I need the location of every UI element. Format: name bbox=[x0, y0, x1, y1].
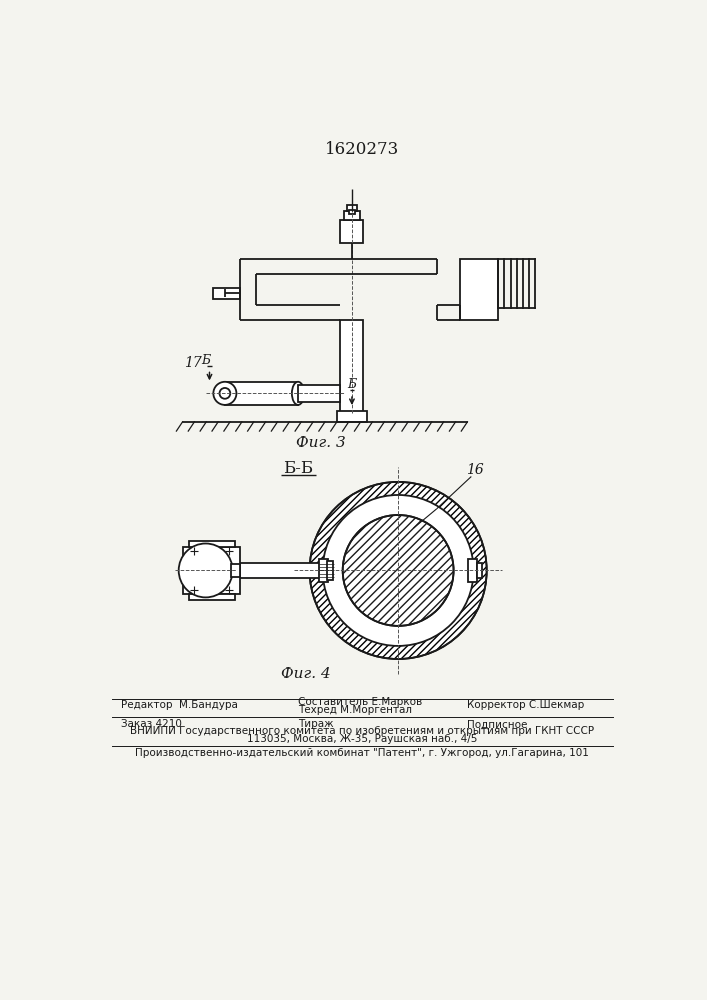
Ellipse shape bbox=[219, 388, 230, 399]
Text: Техред М.Моргентал: Техред М.Моргентал bbox=[298, 705, 412, 715]
Bar bbox=[460, 259, 498, 320]
Text: Тираж: Тираж bbox=[298, 719, 334, 729]
Text: Б: Б bbox=[347, 378, 356, 391]
Bar bbox=[240, 563, 327, 578]
Text: Б: Б bbox=[201, 354, 210, 367]
Bar bbox=[340, 320, 363, 413]
Text: Корректор С.Шекмар: Корректор С.Шекмар bbox=[467, 700, 585, 710]
Bar bbox=[231, 564, 240, 577]
Text: Фиг. 3: Фиг. 3 bbox=[296, 436, 346, 450]
Bar bbox=[225, 382, 298, 405]
Bar bbox=[189, 541, 235, 547]
Text: Б-Б: Б-Б bbox=[283, 460, 313, 477]
Text: 16: 16 bbox=[467, 463, 484, 477]
Bar bbox=[214, 288, 240, 299]
Text: Производственно-издательский комбинат "Патент", г. Ужгород, ул.Гагарина, 101: Производственно-издательский комбинат "П… bbox=[135, 748, 589, 758]
Circle shape bbox=[322, 495, 474, 646]
Text: Редактор  М.Бандура: Редактор М.Бандура bbox=[121, 700, 238, 710]
Text: Заказ 4210: Заказ 4210 bbox=[121, 719, 182, 729]
Bar bbox=[319, 559, 328, 582]
Text: 1620273: 1620273 bbox=[325, 141, 399, 158]
Bar bbox=[340, 220, 363, 243]
Circle shape bbox=[310, 482, 486, 659]
Bar bbox=[189, 594, 235, 600]
Bar bbox=[182, 547, 240, 594]
Bar bbox=[349, 210, 355, 214]
Text: Подписное: Подписное bbox=[467, 719, 528, 729]
Bar bbox=[344, 211, 360, 220]
Bar bbox=[346, 205, 357, 211]
Bar bbox=[477, 563, 482, 578]
Text: Фиг. 4: Фиг. 4 bbox=[281, 667, 331, 681]
Circle shape bbox=[343, 515, 454, 626]
Ellipse shape bbox=[214, 382, 236, 405]
Text: 113035, Москва, Ж-35, Раушская наб., 4/5: 113035, Москва, Ж-35, Раушская наб., 4/5 bbox=[247, 734, 477, 744]
Bar bbox=[468, 559, 477, 582]
Text: 17: 17 bbox=[184, 356, 201, 370]
Text: ВНИИПИ Государственного комитета по изобретениям и открытиям при ГКНТ СССР: ВНИИПИ Государственного комитета по изоб… bbox=[130, 726, 594, 736]
Ellipse shape bbox=[292, 382, 304, 405]
Circle shape bbox=[179, 544, 233, 597]
Bar bbox=[298, 385, 340, 402]
Bar bbox=[327, 561, 333, 580]
Bar bbox=[337, 411, 368, 422]
Text: Составитель Е.Марков: Составитель Е.Марков bbox=[298, 697, 422, 707]
